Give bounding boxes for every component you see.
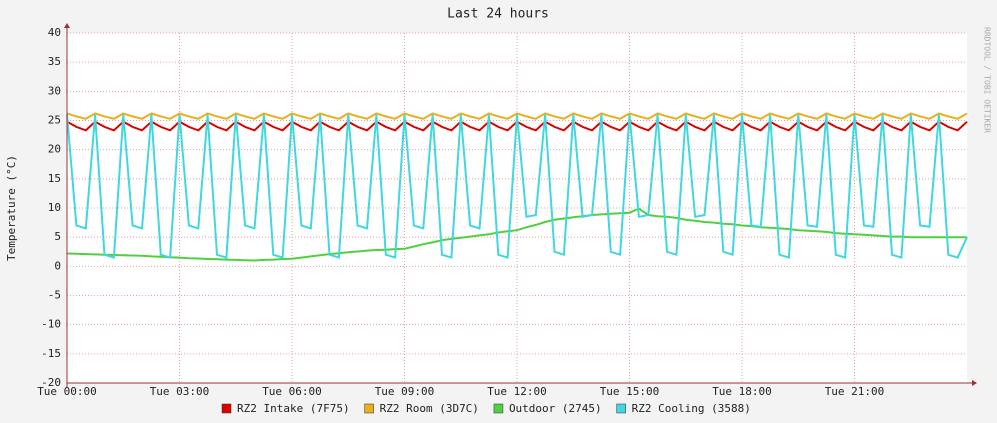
legend-swatch bbox=[493, 403, 504, 414]
legend-label: RZ2 Intake (7F75) bbox=[237, 402, 350, 415]
y-tick-label: 15 bbox=[48, 172, 61, 185]
x-tick-label: Tue 09:00 bbox=[375, 385, 435, 398]
legend-label: RZ2 Room (3D7C) bbox=[380, 402, 479, 415]
y-tick-label: 35 bbox=[48, 55, 61, 68]
x-arrow bbox=[972, 380, 977, 386]
y-arrow bbox=[64, 23, 70, 28]
chart-title: Last 24 hours bbox=[447, 7, 549, 22]
legend-label: Outdoor (2745) bbox=[509, 402, 602, 415]
y-tick-label: -5 bbox=[48, 289, 61, 302]
y-tick-label: 20 bbox=[48, 143, 61, 156]
legend-label: RZ2 Cooling (3588) bbox=[632, 402, 751, 415]
x-tick-label: Tue 06:00 bbox=[262, 385, 322, 398]
y-tick-label: -15 bbox=[41, 347, 61, 360]
x-tick-label: Tue 21:00 bbox=[825, 385, 885, 398]
legend: RZ2 Intake (7F75) RZ2 Room (3D7C) Outdoor … bbox=[221, 402, 751, 415]
x-tick-label: Tue 15:00 bbox=[600, 385, 660, 398]
y-tick-label: 30 bbox=[48, 84, 61, 97]
x-tick-label: Tue 00:00 bbox=[37, 385, 97, 398]
y-tick-label: -20 bbox=[41, 376, 61, 389]
lines bbox=[66, 112, 968, 262]
legend-swatch bbox=[221, 403, 232, 414]
legend-swatch bbox=[616, 403, 626, 414]
x-tick-label: Tue 03:00 bbox=[150, 385, 210, 398]
watermark: RRDTOOL / TOBI OETIKER bbox=[983, 27, 992, 133]
y-axis-label: Temperature (°C) bbox=[5, 155, 18, 261]
series-line bbox=[66, 207, 967, 262]
series-line bbox=[66, 114, 968, 259]
x-tick-label: Tue 12:00 bbox=[487, 385, 547, 398]
y-tick-label: 5 bbox=[54, 230, 61, 243]
y-tick-label: 10 bbox=[48, 201, 61, 214]
x-tick-label: Tue 18:00 bbox=[712, 385, 772, 398]
y-tick-label: 0 bbox=[54, 259, 61, 272]
y-tick-label: 40 bbox=[48, 26, 61, 39]
series-line bbox=[66, 112, 968, 120]
y-tick-label: -10 bbox=[41, 318, 61, 331]
y-tick-label: 25 bbox=[48, 114, 61, 127]
legend-swatch bbox=[364, 403, 374, 414]
